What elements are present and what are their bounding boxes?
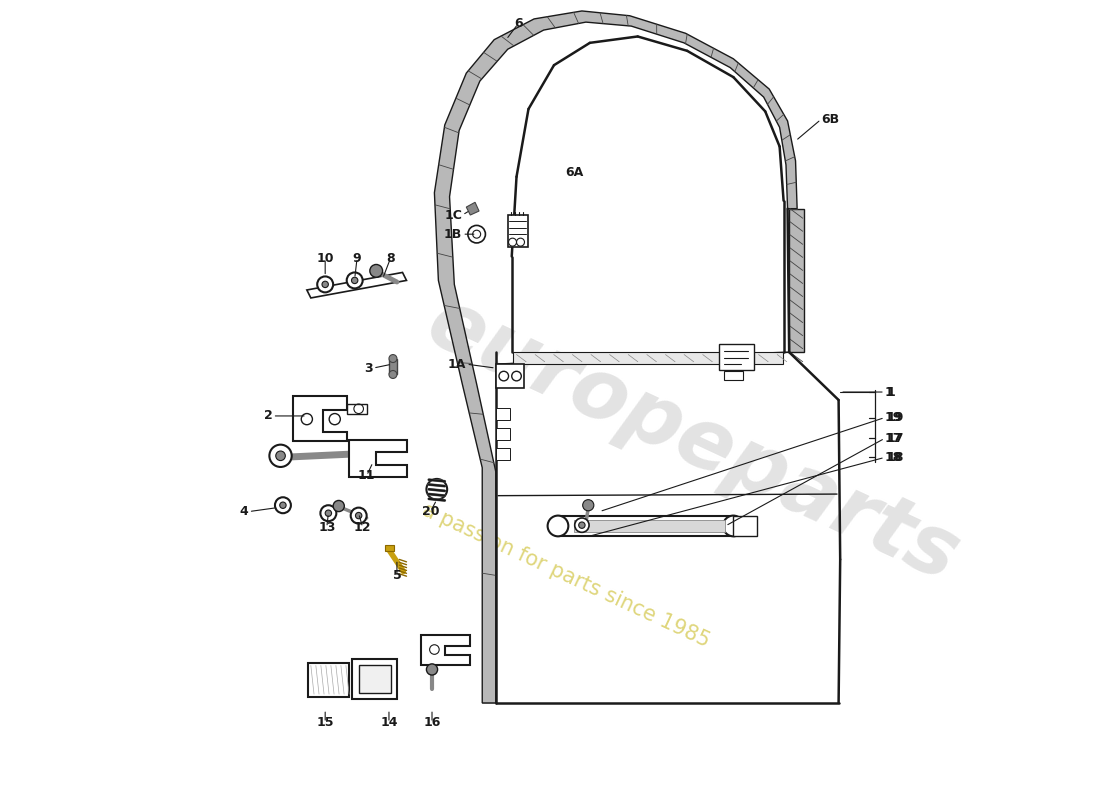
Polygon shape xyxy=(513,352,783,364)
Polygon shape xyxy=(346,404,366,414)
Text: 8: 8 xyxy=(386,251,395,265)
Text: 1A: 1A xyxy=(448,358,466,370)
Text: 5: 5 xyxy=(393,569,402,582)
Circle shape xyxy=(279,502,286,509)
Circle shape xyxy=(317,277,333,292)
Text: 4: 4 xyxy=(240,505,249,518)
Polygon shape xyxy=(496,364,525,388)
Text: 16: 16 xyxy=(424,716,441,730)
Polygon shape xyxy=(434,11,798,703)
Polygon shape xyxy=(496,408,510,420)
Polygon shape xyxy=(724,371,743,380)
Text: 6: 6 xyxy=(514,18,522,30)
Circle shape xyxy=(275,498,290,514)
Polygon shape xyxy=(719,344,755,370)
Polygon shape xyxy=(385,545,394,551)
Polygon shape xyxy=(466,202,478,215)
Polygon shape xyxy=(734,515,757,536)
Circle shape xyxy=(322,282,329,287)
Text: 18: 18 xyxy=(887,451,904,464)
Text: 20: 20 xyxy=(421,505,439,518)
Circle shape xyxy=(468,226,485,243)
Text: 13: 13 xyxy=(318,521,336,534)
Polygon shape xyxy=(789,209,803,352)
Circle shape xyxy=(326,510,331,516)
Circle shape xyxy=(579,522,585,528)
Text: 6B: 6B xyxy=(821,113,839,126)
Circle shape xyxy=(270,445,292,467)
Circle shape xyxy=(346,273,363,288)
Polygon shape xyxy=(558,515,734,536)
Text: europeparts: europeparts xyxy=(415,282,972,598)
Circle shape xyxy=(723,515,744,536)
Polygon shape xyxy=(349,440,407,477)
Text: 14: 14 xyxy=(381,716,398,730)
Circle shape xyxy=(370,265,383,278)
Circle shape xyxy=(427,479,448,500)
Polygon shape xyxy=(496,428,510,440)
Circle shape xyxy=(583,500,594,511)
Text: 2: 2 xyxy=(264,410,273,422)
Circle shape xyxy=(574,518,590,532)
Circle shape xyxy=(548,515,569,536)
Text: 18: 18 xyxy=(884,451,902,464)
Circle shape xyxy=(352,278,358,284)
Text: a passion for parts since 1985: a passion for parts since 1985 xyxy=(419,500,713,651)
Circle shape xyxy=(389,370,397,378)
Polygon shape xyxy=(352,659,397,699)
Circle shape xyxy=(427,664,438,675)
Circle shape xyxy=(333,501,344,512)
Text: 17: 17 xyxy=(887,432,904,445)
Circle shape xyxy=(276,451,285,461)
Polygon shape xyxy=(508,215,528,247)
Polygon shape xyxy=(359,665,390,694)
Text: 10: 10 xyxy=(317,251,334,265)
Polygon shape xyxy=(389,358,397,374)
Text: 1B: 1B xyxy=(444,228,462,241)
Text: 1C: 1C xyxy=(444,209,462,222)
Polygon shape xyxy=(496,448,510,460)
Polygon shape xyxy=(308,663,349,697)
Text: 15: 15 xyxy=(317,716,334,730)
Polygon shape xyxy=(307,273,407,298)
Circle shape xyxy=(320,506,337,521)
Text: 3: 3 xyxy=(364,362,373,374)
Circle shape xyxy=(389,354,397,362)
Text: 19: 19 xyxy=(884,411,902,424)
Text: 17: 17 xyxy=(884,432,902,445)
Text: 11: 11 xyxy=(358,470,375,482)
Text: 6A: 6A xyxy=(564,166,583,179)
Text: 1: 1 xyxy=(884,386,893,398)
Circle shape xyxy=(351,508,366,523)
Text: 1: 1 xyxy=(887,386,895,398)
Circle shape xyxy=(355,513,362,518)
Polygon shape xyxy=(421,635,471,665)
Polygon shape xyxy=(294,396,346,442)
Text: 12: 12 xyxy=(354,521,372,534)
Text: 9: 9 xyxy=(353,251,362,265)
Polygon shape xyxy=(574,519,725,532)
Text: 19: 19 xyxy=(887,411,904,424)
